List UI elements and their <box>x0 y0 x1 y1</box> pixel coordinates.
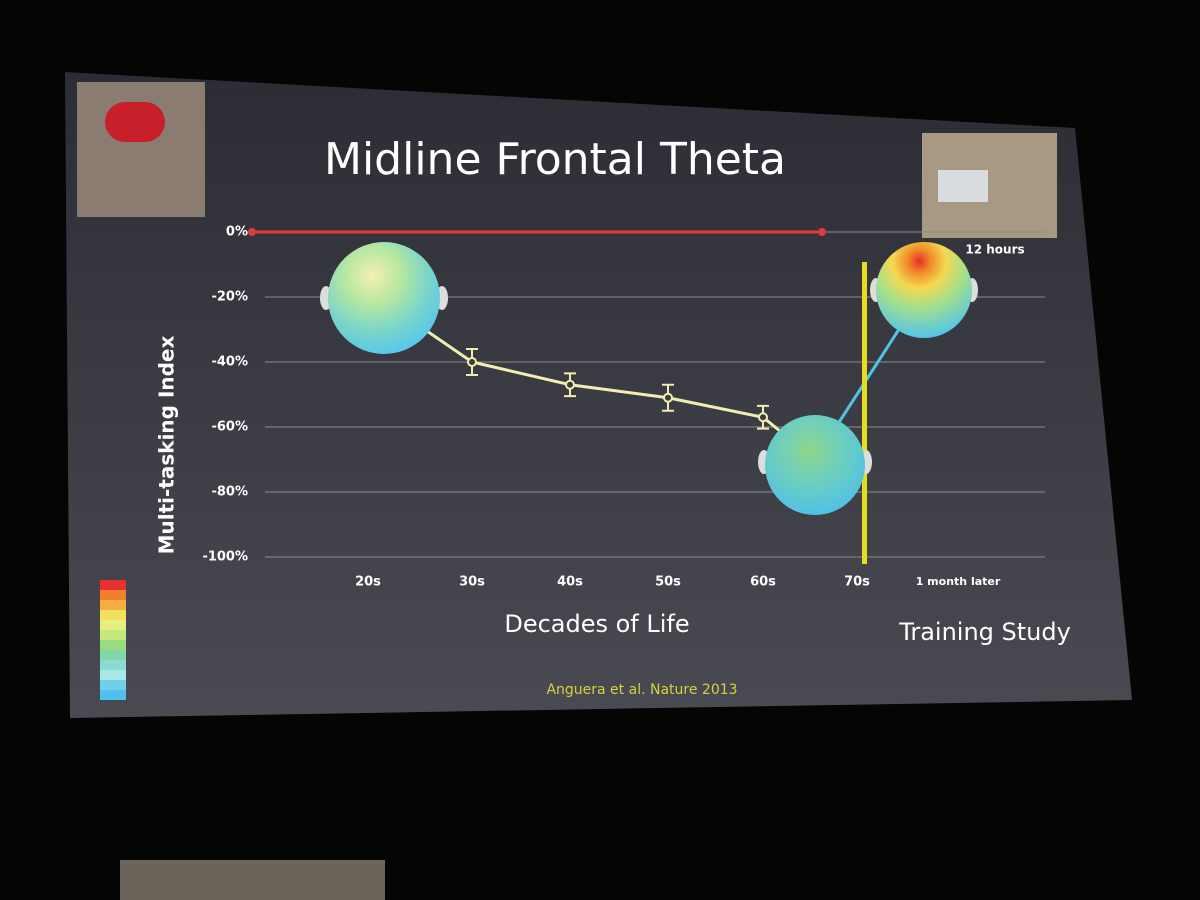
chart-title: Midline Frontal Theta <box>324 134 786 185</box>
series-line <box>367 289 816 461</box>
y-tick-label: -80% <box>211 485 248 500</box>
x-tick-label: 20s <box>355 575 381 590</box>
y-tick-label: -100% <box>202 550 248 565</box>
x-tick-label: 50s <box>655 575 681 590</box>
photo-laptop <box>938 170 988 202</box>
x-tick-label: 60s <box>750 575 776 590</box>
reference-marker <box>248 228 256 236</box>
photo-caption: 12 hours <box>965 243 1024 257</box>
colorbar <box>100 580 126 700</box>
y-tick-label: -40% <box>211 355 248 370</box>
photo-cap <box>105 102 165 142</box>
topo-head-trained <box>870 242 978 338</box>
x-axis-label-right: Training Study <box>898 618 1071 646</box>
section-divider <box>862 262 867 564</box>
x-tick-label: 70s <box>844 575 870 590</box>
citation: Anguera et al. Nature 2013 <box>546 682 737 698</box>
data-point <box>467 357 477 367</box>
data-point <box>565 379 575 390</box>
y-axis-label: Multi-tasking Index <box>155 335 179 554</box>
y-tick-label: -20% <box>211 290 248 305</box>
podium <box>120 860 385 900</box>
topo-head-70s <box>758 415 872 515</box>
x-tick-label: 30s <box>459 575 485 590</box>
data-point <box>663 392 673 403</box>
y-tick-label: 0% <box>226 225 248 240</box>
x-tick-label: 1 month later <box>916 575 1001 588</box>
y-tick-label: -60% <box>211 420 248 435</box>
data-point <box>758 412 768 423</box>
x-tick-label: 40s <box>557 575 583 590</box>
x-axis-label: Decades of Life <box>504 610 689 638</box>
topo-head-20s <box>320 242 448 354</box>
reference-marker <box>818 228 826 236</box>
